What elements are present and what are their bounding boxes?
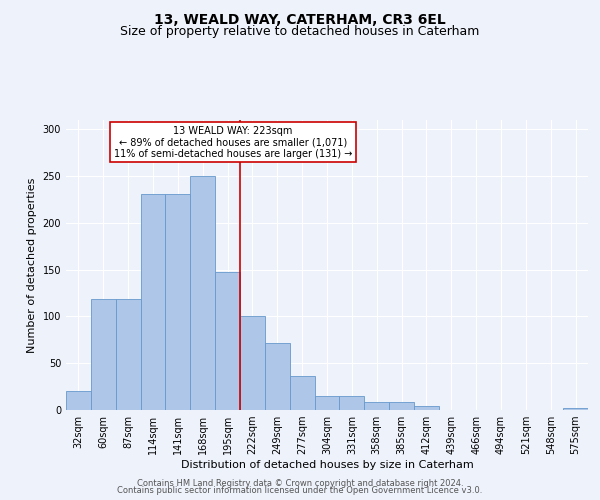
Text: 13, WEALD WAY, CATERHAM, CR3 6EL: 13, WEALD WAY, CATERHAM, CR3 6EL: [154, 12, 446, 26]
X-axis label: Distribution of detached houses by size in Caterham: Distribution of detached houses by size …: [181, 460, 473, 470]
Bar: [414, 406, 439, 410]
Bar: [166, 194, 190, 410]
Text: 13 WEALD WAY: 223sqm
← 89% of detached houses are smaller (1,071)
11% of semi-de: 13 WEALD WAY: 223sqm ← 89% of detached h…: [114, 126, 352, 159]
Bar: [265, 342, 290, 410]
Bar: [240, 316, 265, 410]
Bar: [116, 298, 140, 410]
Text: Contains public sector information licensed under the Open Government Licence v3: Contains public sector information licen…: [118, 486, 482, 495]
Bar: [66, 392, 91, 410]
Bar: [364, 402, 389, 410]
Text: Size of property relative to detached houses in Caterham: Size of property relative to detached ho…: [121, 24, 479, 38]
Y-axis label: Number of detached properties: Number of detached properties: [27, 178, 37, 352]
Bar: [140, 194, 166, 410]
Bar: [563, 408, 588, 410]
Bar: [290, 376, 314, 410]
Bar: [340, 396, 364, 410]
Bar: [91, 298, 116, 410]
Bar: [389, 402, 414, 410]
Text: Contains HM Land Registry data © Crown copyright and database right 2024.: Contains HM Land Registry data © Crown c…: [137, 478, 463, 488]
Bar: [215, 272, 240, 410]
Bar: [314, 396, 340, 410]
Bar: [190, 176, 215, 410]
